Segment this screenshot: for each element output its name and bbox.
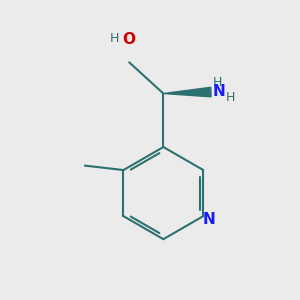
Text: H: H: [226, 91, 235, 104]
Text: H: H: [213, 76, 223, 89]
Text: H: H: [110, 32, 119, 45]
Text: O: O: [123, 32, 136, 47]
Text: N: N: [213, 84, 226, 99]
Polygon shape: [164, 87, 211, 97]
Text: N: N: [202, 212, 215, 226]
